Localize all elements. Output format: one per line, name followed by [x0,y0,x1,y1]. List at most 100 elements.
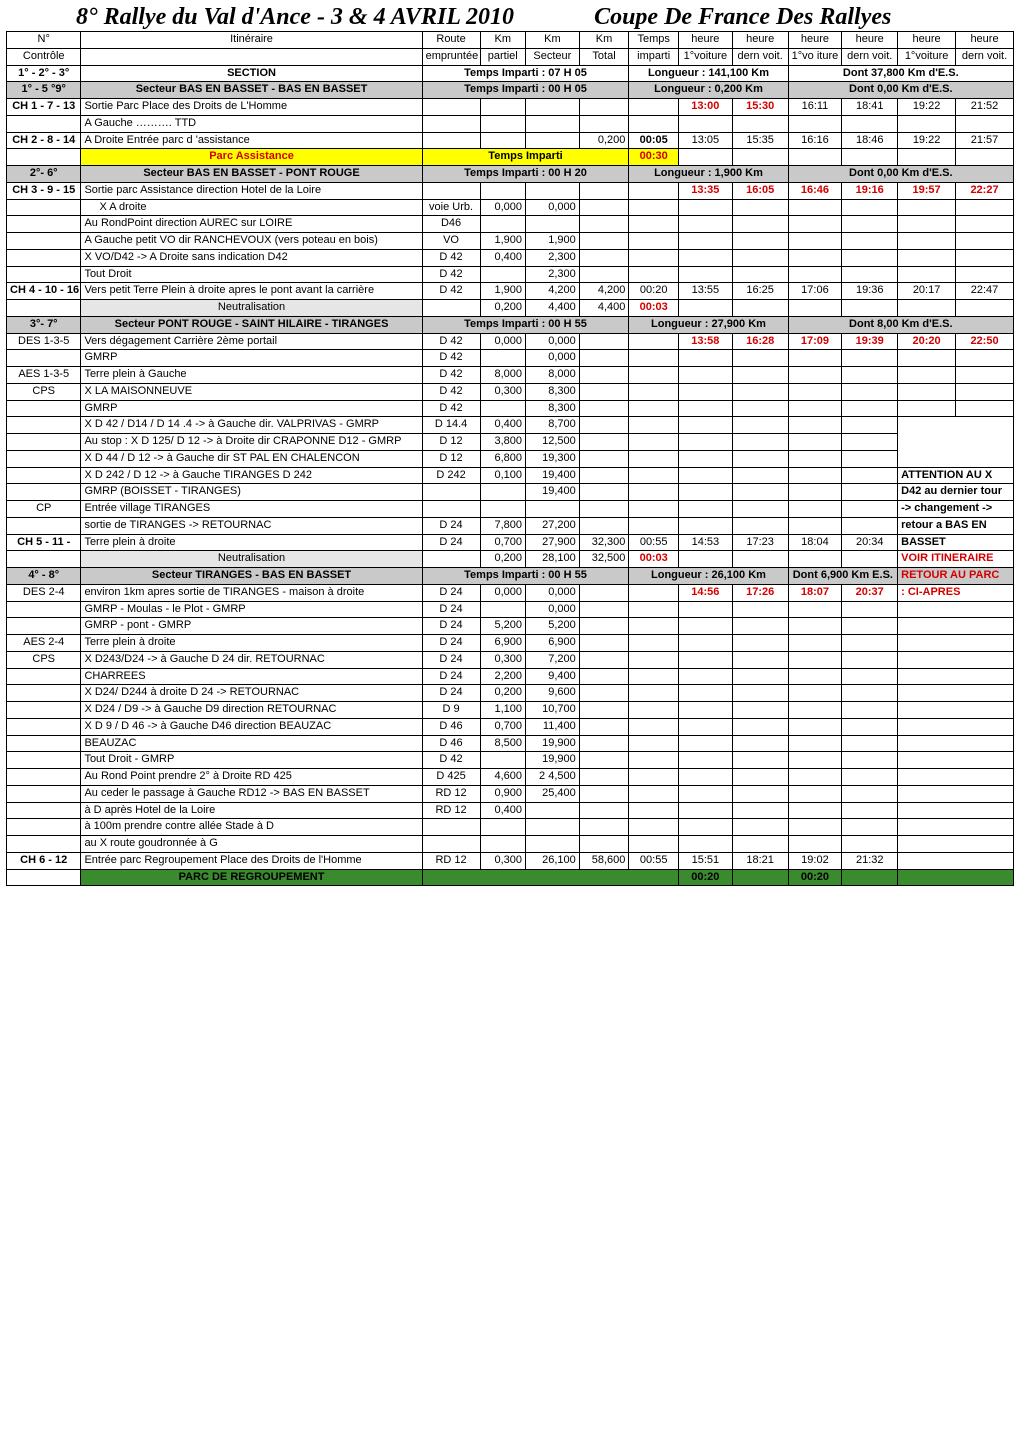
row-cp: CP Entrée village TIRANGES -> changement… [7,501,1014,518]
rd12-kms: 25,400 [525,785,579,802]
ch6-h2: 18:21 [732,852,788,869]
row-tdgmrp: Tout Droit - GMRP D 42 19,900 [7,752,1014,769]
des24-code: DES 2-4 [7,584,81,601]
col-v1b: dern voit. [732,48,788,65]
d244-route: D 24 [422,685,480,702]
d12a-kms: 12,500 [525,434,579,451]
ch2-txt: A Droite Entrée parc d 'assistance [81,132,422,149]
ch2-h2: 15:35 [732,132,788,149]
ranche-txt: A Gauche petit VO dir RANCHEVOUX (vers p… [81,233,422,250]
section-row: 1° - 2° - 3° SECTION Temps Imparti : 07 … [7,65,1014,82]
secteur-4-title: Secteur TIRANGES - BAS EN BASSET [81,568,422,585]
col-heure-6: heure [956,32,1014,49]
ch5-h3: 18:04 [788,534,842,551]
sortietir-route: D 24 [422,517,480,534]
ch2-h5: 19:22 [898,132,956,149]
row-toutdroit: Tout Droit D 42 2,300 [7,266,1014,283]
ch4-h4: 19:36 [842,283,898,300]
row-cps1: CPS X LA MAISONNEUVE D 42 0,300 8,300 [7,383,1014,400]
col-v3a: 1°voiture [898,48,956,65]
des24-kms: 0,000 [525,584,579,601]
ch5-route: D 24 [422,534,480,551]
ch1-h2: 15:30 [732,99,788,116]
ch4-h1: 13:55 [678,283,732,300]
ch5-txt: Terre plein à droite [81,534,422,551]
ch5-kmp: 0,700 [480,534,525,551]
moulas-kms: 0,000 [525,601,579,618]
aurec-route: D46 [422,216,480,233]
ch1-h6: 21:52 [956,99,1014,116]
ranche-kms: 1,900 [525,233,579,250]
cp-code: CP [7,501,81,518]
d9-txt: X D24 / D9 -> à Gauche D9 direction RETO… [81,702,422,719]
aes135-txt: Terre plein à Gauche [81,367,422,384]
des135-route: D 42 [422,333,480,350]
rd12-kmp: 0,900 [480,785,525,802]
d9-kms: 10,700 [525,702,579,719]
secteur-4-temps: Temps Imparti : 00 H 55 [422,568,629,585]
ch1-h4: 18:41 [842,99,898,116]
row-gmrp2: GMRP D 42 8,300 [7,400,1014,417]
col-km1: Km [480,32,525,49]
ch3-h1: 13:35 [678,182,732,199]
ch3-h6: 22:27 [956,182,1014,199]
secteur-2-longueur: Longueur : 1,900 Km [629,166,788,183]
row-ch6: CH 6 - 12 Entrée parc Regroupement Place… [7,852,1014,869]
ch4-h2: 16:25 [732,283,788,300]
neut1-kmt: 4,400 [579,300,629,317]
col-route2: empruntée [422,48,480,65]
ch3-h4: 19:16 [842,182,898,199]
secteur-3-longueur: Longueur : 27,900 Km [629,316,788,333]
toutdroit-route: D 42 [422,266,480,283]
neut2-kms: 28,100 [525,551,579,568]
ch4-kms: 4,200 [525,283,579,300]
ch6-h3: 19:02 [788,852,842,869]
sortietir-txt: sortie de TIRANGES -> RETOURNAC [81,517,422,534]
secteur-2-title: Secteur BAS EN BASSET - PONT ROUGE [81,166,422,183]
neut2-label: Neutralisation [81,551,422,568]
aes24-txt: Terre plein à droite [81,635,422,652]
page-title-right: Coupe De France Des Rallyes [594,4,891,31]
cps2-code: CPS [7,651,81,668]
neut2-ti: 00:03 [629,551,679,568]
page-title-left: 8° Rallye du Val d'Ance - 3 & 4 AVRIL 20… [76,4,514,31]
beauzac-kms: 19,900 [525,735,579,752]
row-d242: X D 242 / D 12 -> à Gauche TIRANGES D 24… [7,467,1014,484]
ch6-h1: 15:51 [678,852,732,869]
parc-assist-temps: Temps Imparti [422,149,629,166]
d12b-txt: X D 44 / D 12 -> à Gauche dir ST PAL EN … [81,450,422,467]
cps1-kms: 8,300 [525,383,579,400]
d46-kmp: 0,700 [480,718,525,735]
des135-h2: 16:28 [732,333,788,350]
ch4-h6: 22:47 [956,283,1014,300]
ch4-kmt: 4,200 [579,283,629,300]
neut2-kmp: 0,200 [480,551,525,568]
ch1-h5: 19:22 [898,99,956,116]
section-des: Dont 37,800 Km d'E.S. [788,65,1013,82]
note-changement: -> changement -> [898,501,1014,518]
row-aes135: AES 1-3-5 Terre plein à Gauche D 42 8,00… [7,367,1014,384]
ch2-code: CH 2 - 8 - 14 [7,132,81,149]
d244-kmp: 0,200 [480,685,525,702]
des135-h5: 20:20 [898,333,956,350]
ch2-h1: 13:05 [678,132,732,149]
secteur-2-code: 2°- 6° [7,166,81,183]
cps2-kms: 7,200 [525,651,579,668]
col-km-secteur: Secteur [525,48,579,65]
des135-txt: Vers dégagement Carrière 2ème portail [81,333,422,350]
des24-txt: environ 1km apres sortie de TIRANGES - m… [81,584,422,601]
ch1-code: CH 1 - 7 - 13 [7,99,81,116]
col-km-total: Total [579,48,629,65]
ch4-txt: Vers petit Terre Plein à droite apres le… [81,283,422,300]
tdgmrp-route: D 42 [422,752,480,769]
row-ch4: CH 4 - 10 - 16 Vers petit Terre Plein à … [7,283,1014,300]
row-xroute: au X route goudronnée à G [7,836,1014,853]
ch1-h1: 13:00 [678,99,732,116]
aes135-code: AES 1-3-5 [7,367,81,384]
row-moulas: GMRP - Moulas - le Plot - GMRP D 24 0,00… [7,601,1014,618]
secteur-4-code: 4° - 8° [7,568,81,585]
ch4-kmp: 1,900 [480,283,525,300]
d242-txt: X D 242 / D 12 -> à Gauche TIRANGES D 24… [81,467,422,484]
des135-h4: 19:39 [842,333,898,350]
row-d12b: X D 44 / D 12 -> à Gauche dir ST PAL EN … [7,450,1014,467]
